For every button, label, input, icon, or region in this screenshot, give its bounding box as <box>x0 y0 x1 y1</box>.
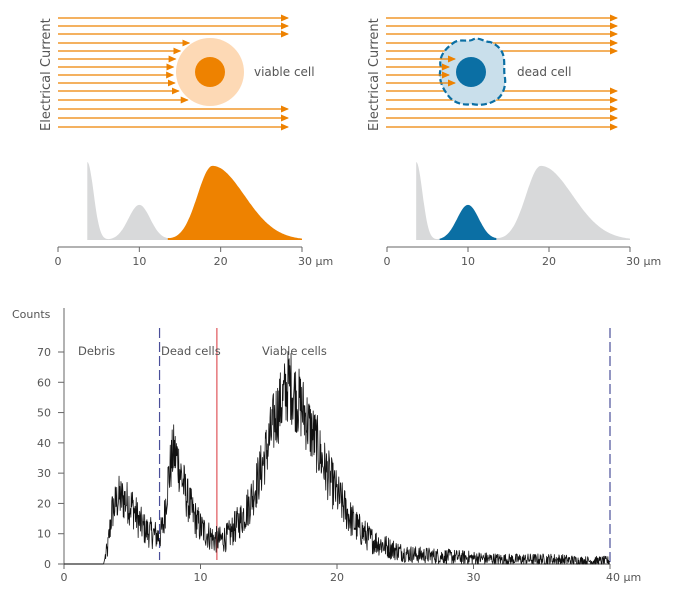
x-tick-label: 0 <box>384 255 391 268</box>
y-tick-label: 30 <box>37 467 51 480</box>
x-tick-label: 10 <box>461 255 475 268</box>
x-tick-label: 10 <box>194 571 208 584</box>
region-label: Viable cells <box>262 344 327 358</box>
current-arrows <box>58 14 289 131</box>
y-axis-label-electrical-current: Electrical Current <box>367 18 382 131</box>
y-tick-label: 50 <box>37 407 51 420</box>
y-axis-label: Counts <box>12 308 51 321</box>
x-tick-label: 0 <box>55 255 62 268</box>
dead-distribution-chart: 0 10 20 30 µm <box>384 162 661 268</box>
distribution-area <box>416 162 630 240</box>
x-tick-label: 30 <box>467 571 481 584</box>
histogram-trace <box>63 351 610 565</box>
size-histogram-chart: Counts 0 10 20 30 40 50 60 70 0 10 20 30 40 µm Debris D… <box>12 308 641 584</box>
viable-cell-label: viable cell <box>254 65 315 79</box>
y-tick-label: 70 <box>37 346 51 359</box>
y-axis-label-electrical-current: Electrical Current <box>39 18 54 131</box>
x-tick-label: 30 µm <box>298 255 333 268</box>
dead-cell-label: dead cell <box>517 65 571 79</box>
x-tick-label: 40 µm <box>606 571 641 584</box>
x-tick-label: 20 <box>330 571 344 584</box>
x-tick-label: 10 <box>132 255 146 268</box>
y-tick-label: 40 <box>37 437 51 450</box>
y-tick-label: 60 <box>37 376 51 389</box>
x-tick-label: 30 µm <box>626 255 661 268</box>
x-tick-label: 20 <box>214 255 228 268</box>
y-tick-label: 0 <box>44 558 51 571</box>
region-label: Dead cells <box>161 344 221 358</box>
y-tick-label: 20 <box>37 497 51 510</box>
viable-cell-panel: Electrical Current viable cell <box>39 14 315 131</box>
x-tick-label: 0 <box>61 571 68 584</box>
dead-cell-nucleus <box>456 57 486 87</box>
dead-cell-panel: Electrical Current dead cell <box>367 14 618 131</box>
viable-distribution-chart: 0 10 20 30 µm <box>55 162 333 268</box>
y-tick-label: 10 <box>37 528 51 541</box>
highlighted-population-area <box>167 165 302 240</box>
viable-cell-nucleus <box>195 57 225 87</box>
highlighted-population-area <box>439 204 497 240</box>
region-label: Debris <box>78 344 115 358</box>
x-tick-label: 20 <box>542 255 556 268</box>
